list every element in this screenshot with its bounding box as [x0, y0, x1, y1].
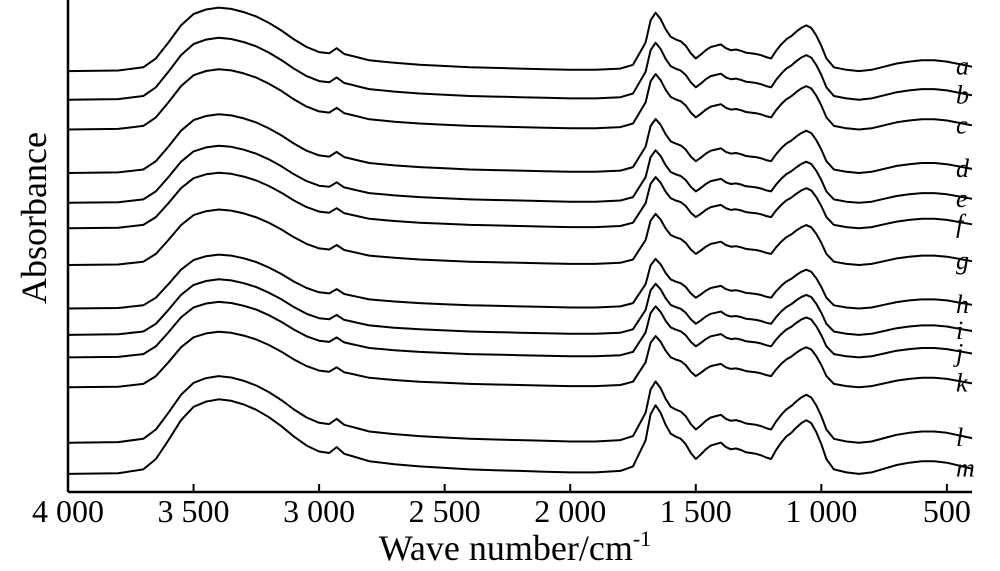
series-line-f	[67, 171, 973, 230]
series-label-m: m	[956, 454, 975, 483]
y-axis-title: Absorbance	[14, 132, 54, 304]
series-label-f: f	[956, 209, 967, 238]
series-label-a: a	[956, 52, 969, 81]
series-label-d: d	[956, 154, 970, 183]
x-tick-label-6: 1 000	[785, 493, 857, 529]
series-line-m	[67, 398, 973, 475]
series-line-h	[67, 253, 973, 310]
x-tick-label-1: 3 500	[158, 493, 230, 529]
series-label-e: e	[956, 184, 968, 213]
series-lines	[67, 6, 973, 475]
series-line-k	[67, 330, 973, 389]
x-tick-label-4: 2 000	[534, 493, 606, 529]
x-tick-label-7: 500	[923, 493, 971, 529]
series-label-l: l	[956, 423, 963, 452]
series-label-k: k	[956, 368, 968, 397]
x-tick-label-3: 2 500	[409, 493, 481, 529]
series-line-a	[67, 6, 973, 73]
x-axis-title: Wave number/cm-1	[379, 526, 651, 568]
x-axis-title-text: Wave number/cm	[379, 528, 633, 568]
series-label-b: b	[956, 80, 969, 109]
series-label-c: c	[956, 110, 968, 139]
series-label-i: i	[956, 316, 963, 345]
series-line-e	[67, 144, 973, 204]
x-tick-label-5: 1 500	[660, 493, 732, 529]
series-line-l	[67, 375, 973, 444]
series-line-g	[67, 208, 973, 266]
series-line-d	[67, 113, 973, 174]
series-line-b	[67, 36, 973, 101]
x-ticks	[67, 484, 948, 492]
series-line-i	[67, 278, 973, 336]
series-label-g: g	[956, 246, 969, 275]
x-tick-labels: 4 000 3 500 3 000 2 500 2 000 1 500 1 000 500	[32, 493, 971, 529]
x-axis-title-superscript: -1	[633, 526, 651, 551]
x-tick-label-0: 4 000	[32, 493, 104, 529]
series-label-j: j	[953, 339, 963, 368]
series-line-j	[67, 300, 973, 359]
axes	[66, 0, 972, 494]
series-line-c	[67, 68, 973, 131]
series-label-h: h	[956, 290, 969, 319]
x-tick-label-2: 3 000	[283, 493, 355, 529]
